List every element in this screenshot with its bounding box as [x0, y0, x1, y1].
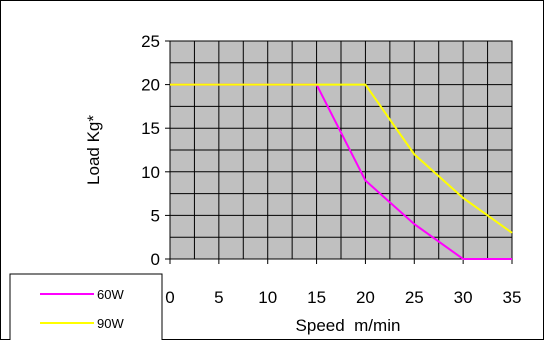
x-tick-label: 35 — [503, 288, 522, 307]
y-tick-label: 5 — [151, 206, 160, 225]
series-layer — [170, 83, 513, 260]
x-tick-label: 30 — [454, 288, 473, 307]
x-tick-label: 25 — [405, 288, 424, 307]
y-tick-label: 20 — [141, 76, 160, 95]
legend-label-60w: 60W — [97, 287, 124, 302]
x-tick-label: 10 — [258, 288, 277, 307]
legend: 60W 90W — [9, 273, 163, 340]
y-tick-label: 0 — [151, 250, 160, 269]
y-tick-label: 10 — [141, 163, 160, 182]
y-axis-title: Load Kg* — [84, 115, 103, 185]
x-tick-label: 0 — [165, 288, 174, 307]
x-tick-label: 15 — [307, 288, 326, 307]
y-tick-label: 25 — [141, 32, 160, 51]
x-tick-label: 5 — [214, 288, 223, 307]
x-axis-title: Speed m/min — [296, 316, 401, 335]
tick-labels: 0 5 10 15 20 25 0 5 10 15 20 25 30 35 — [141, 32, 521, 307]
legend-box — [9, 273, 163, 340]
x-tick-label: 20 — [356, 288, 375, 307]
series-line-90w — [170, 83, 513, 234]
y-tick-label: 15 — [141, 119, 160, 138]
legend-label-90w: 90W — [97, 316, 124, 331]
